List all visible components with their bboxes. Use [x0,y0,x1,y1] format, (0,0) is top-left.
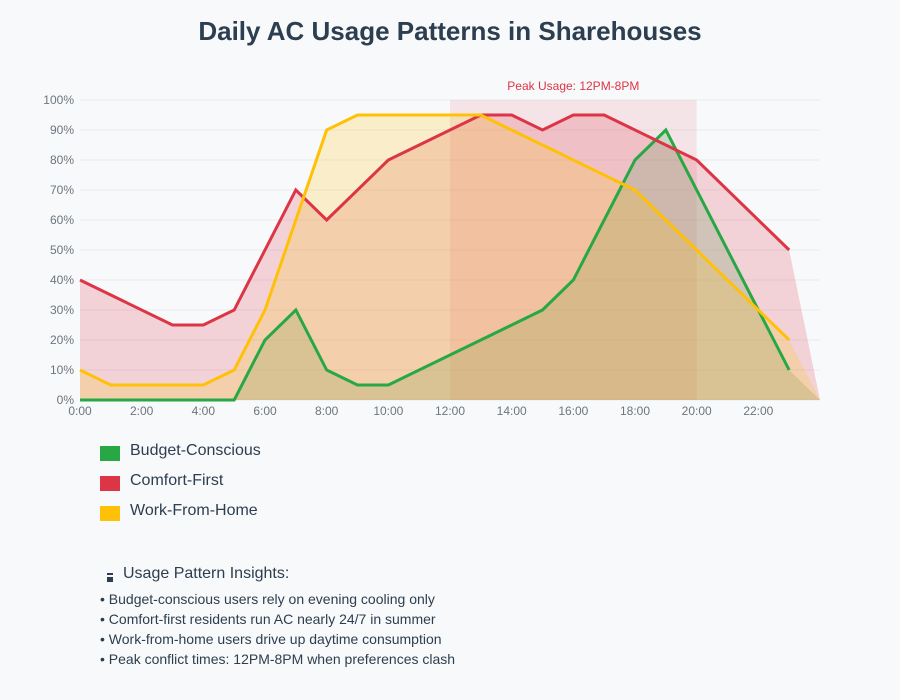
legend-swatch [100,475,120,491]
y-tick-label: 100% [43,93,74,107]
series-line-budget-conscious [80,127,791,402]
x-tick-label: 12:00 [435,404,465,418]
thermometer-icon [107,574,113,582]
legend-label: Comfort-First [130,472,224,489]
y-tick-label: 90% [50,123,74,137]
x-tick-label: 10:00 [373,404,403,418]
legend-label: Work-From-Home [130,502,258,519]
series-area-work-from-home [80,115,820,400]
legend-item-comfort: Comfort-First [100,466,261,496]
y-tick-label: 30% [50,303,74,317]
x-tick-label: 16:00 [558,404,588,418]
insight-item: • Peak conflict times: 12PM-8PM when pre… [100,651,456,667]
x-tick-label: 2:00 [130,404,154,418]
peak-usage-label: Peak Usage: 12PM-8PM [507,79,639,93]
insight-item: • Work-from-home users drive up daytime … [100,631,442,647]
legend: Budget-Conscious Comfort-First Work-From… [100,436,261,526]
x-tick-label: 8:00 [315,404,339,418]
insights-panel: Usage Pattern Insights: • Budget-conscio… [100,565,455,671]
y-tick-label: 80% [50,153,74,167]
y-tick-label: 60% [50,213,74,227]
y-tick-label: 0% [57,393,75,407]
insights-title: Usage Pattern Insights: [123,565,290,582]
legend-label: Budget-Conscious [130,442,261,459]
y-tick-label: 10% [50,363,74,377]
x-tick-label: 18:00 [620,404,650,418]
insight-item: • Budget-conscious users rely on evening… [100,591,435,607]
x-tick-label: 4:00 [192,404,216,418]
y-tick-label: 20% [50,333,74,347]
legend-item-wfh: Work-From-Home [100,496,261,526]
x-tick-label: 22:00 [743,404,773,418]
legend-item-budget: Budget-Conscious [100,436,261,466]
x-tick-label: 0:00 [68,404,92,418]
series-area-comfort-first [80,115,820,400]
x-tick-label: 6:00 [253,404,277,418]
y-tick-label: 50% [50,243,74,257]
insight-item: • Comfort-first residents run AC nearly … [100,611,436,627]
legend-swatch [100,445,120,461]
area-chart: 0% 10% 20% 30% 40% 50% 60% 70% 80% 90% 100% 0:00 2:0… [43,79,820,418]
chart-title: Daily AC Usage Patterns in Sharehouses [198,16,702,46]
peak-usage-band [450,100,697,400]
series-line-work-from-home [79,113,791,387]
series-line-comfort-first [79,113,791,327]
y-tick-label: 70% [50,183,74,197]
x-tick-label: 14:00 [497,404,527,418]
y-tick-label: 40% [50,273,74,287]
x-tick-label: 20:00 [682,404,712,418]
legend-swatch [100,505,120,521]
series-area-budget-conscious [80,130,820,400]
